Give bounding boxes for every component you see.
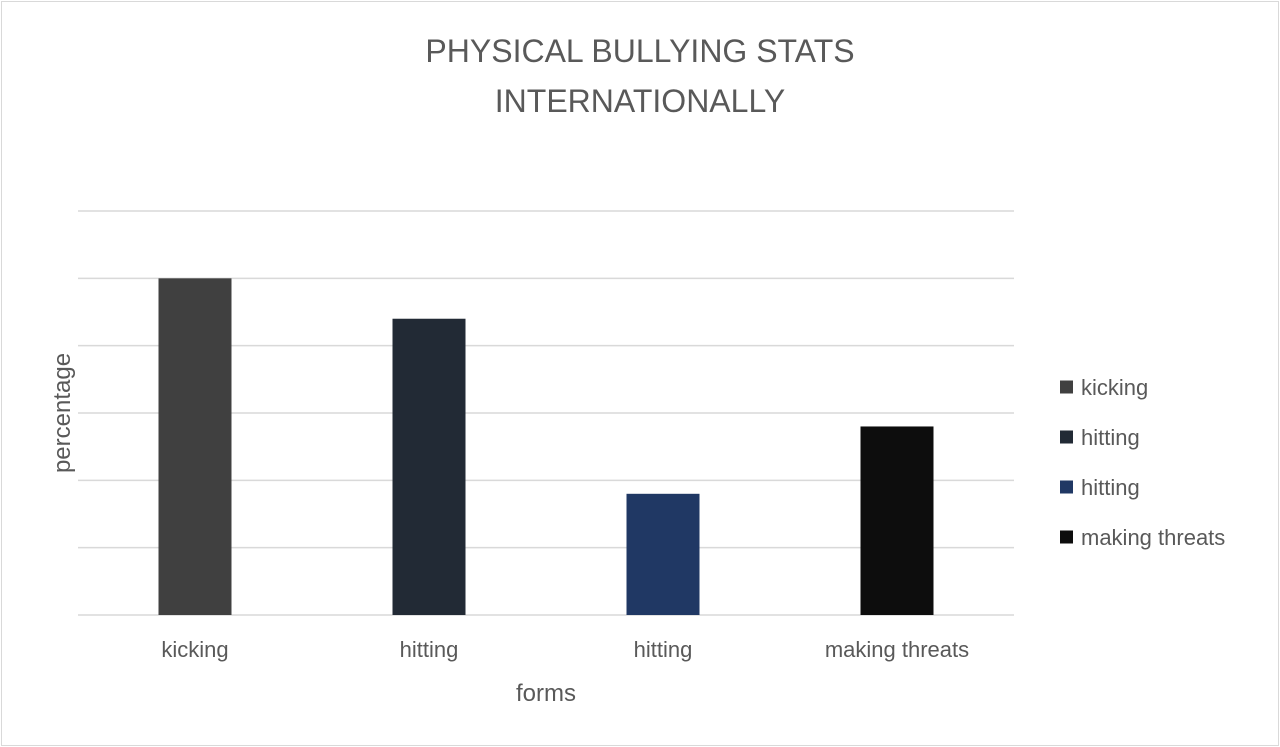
bar-3 bbox=[860, 426, 934, 615]
bar-1 bbox=[392, 318, 466, 615]
bars bbox=[158, 278, 934, 615]
legend-swatch-0 bbox=[1060, 380, 1073, 394]
x-axis-title: forms bbox=[516, 680, 576, 707]
gridlines bbox=[78, 210, 1014, 616]
legend-label-2: hitting bbox=[1081, 475, 1140, 500]
legend-swatch-2 bbox=[1060, 480, 1073, 494]
x-tick-label: hitting bbox=[634, 637, 693, 662]
legend-swatch-3 bbox=[1060, 530, 1073, 544]
x-tick-labels: kicking hitting hitting making threats bbox=[161, 637, 969, 662]
chart-title-line-1: PHYSICAL BULLYING STATS bbox=[425, 33, 854, 69]
x-tick-label: kicking bbox=[161, 637, 228, 662]
legend-label-0: kicking bbox=[1081, 375, 1148, 400]
legend: kicking hitting hitting making threats bbox=[1060, 375, 1225, 550]
legend-label-3: making threats bbox=[1081, 525, 1225, 550]
bar-2 bbox=[626, 493, 700, 615]
chart-title-line-2: INTERNATIONALLY bbox=[495, 83, 785, 119]
legend-swatch-1 bbox=[1060, 430, 1073, 444]
y-axis-title: percentage bbox=[49, 353, 76, 473]
bar-0 bbox=[158, 278, 232, 615]
x-tick-label: hitting bbox=[400, 637, 459, 662]
x-tick-label: making threats bbox=[825, 637, 969, 662]
legend-label-1: hitting bbox=[1081, 425, 1140, 450]
